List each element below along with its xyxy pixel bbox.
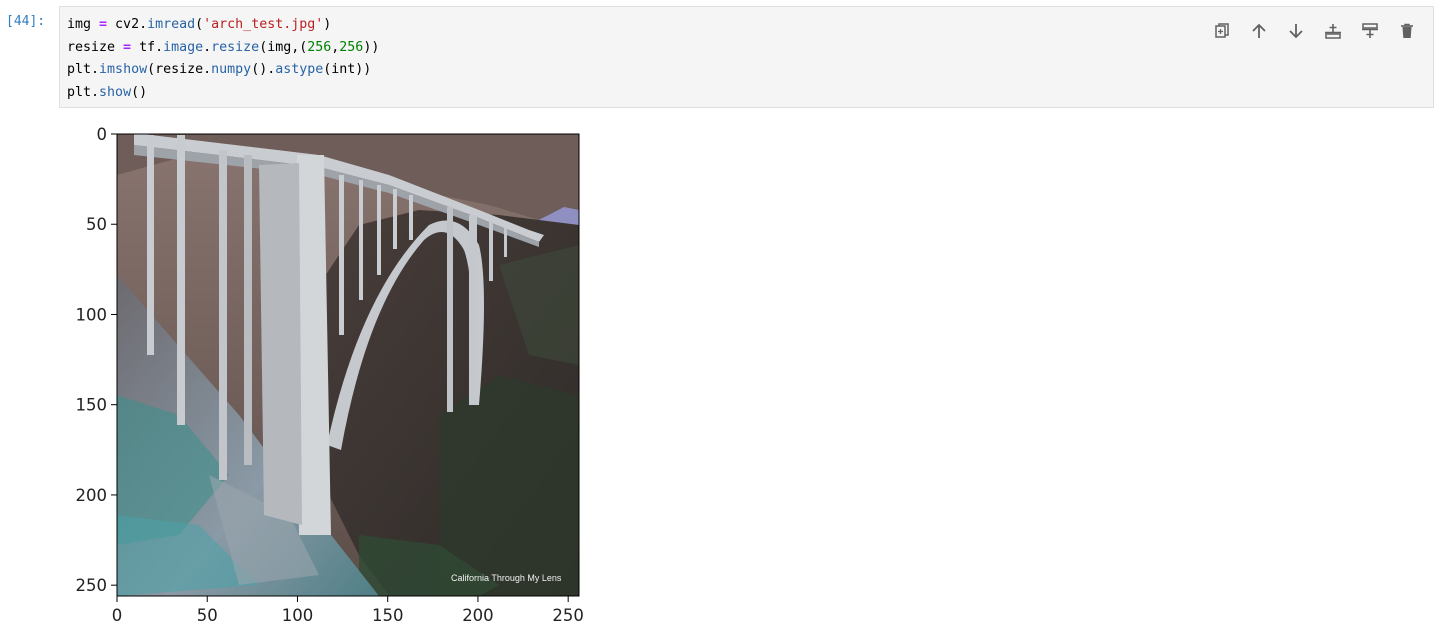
y-tick-label: 100 (76, 305, 108, 324)
move-up-icon (1251, 23, 1266, 38)
move-up-button[interactable] (1240, 18, 1277, 44)
code-token: (img,( (259, 39, 308, 55)
code-token: . (155, 39, 164, 55)
execution-count: [44]: (6, 14, 46, 29)
code-token: image (163, 39, 204, 55)
code-token: astype (275, 62, 324, 78)
code-token: numpy (211, 62, 252, 78)
image-watermark: California Through My Lens (451, 573, 562, 583)
code-line: plt.show() (67, 82, 379, 105)
move-down-button[interactable] (1277, 18, 1314, 44)
y-tick-label: 0 (97, 125, 108, 144)
code-token: () (251, 62, 268, 78)
insert-above-button[interactable] (1314, 18, 1351, 44)
axes-frame (116, 133, 580, 597)
code-content[interactable]: img = cv2.imread('arch_test.jpg') resize … (67, 14, 379, 105)
code-line: plt.imshow(resize.numpy().astype(int)) (67, 59, 379, 82)
code-token: plt (67, 85, 92, 101)
x-tick-label: 200 (462, 606, 494, 625)
y-tick-label: 250 (76, 576, 108, 595)
code-line: img = cv2.imread('arch_test.jpg') (67, 14, 379, 37)
code-token: resize (211, 39, 260, 55)
x-tick-label: 250 (552, 606, 584, 625)
x-tick-label: 50 (197, 606, 218, 625)
code-token: cv2 (107, 17, 140, 32)
y-tick-label: 50 (86, 215, 107, 234)
y-tick-label: 150 (76, 396, 108, 415)
code-token: ) (323, 17, 332, 32)
code-token: 256 (307, 39, 332, 55)
duplicate-cell-icon (1214, 23, 1229, 38)
x-tick-label: 150 (372, 606, 404, 625)
delete-cell-icon (1400, 23, 1413, 38)
code-token: = (123, 39, 132, 55)
code-token: 256 (339, 39, 364, 55)
code-token: () (131, 85, 148, 101)
code-editor[interactable]: img = cv2.imread('arch_test.jpg') resize … (59, 6, 1434, 108)
code-token: (int)) (323, 62, 372, 78)
code-token: (resize (147, 62, 204, 78)
insert-below-icon (1361, 23, 1378, 38)
code-token: . (139, 17, 148, 32)
y-tick-label: 200 (76, 486, 108, 505)
cell-output: California Through My Lens 0 50 100 150 200 2… (59, 115, 619, 642)
code-token: . (91, 62, 100, 78)
code-token: img (67, 17, 100, 32)
x-tick-label: 100 (282, 606, 314, 625)
code-token: show (99, 85, 132, 101)
delete-cell-button[interactable] (1388, 18, 1425, 44)
code-token: . (203, 62, 212, 78)
code-token: . (267, 62, 276, 78)
cell-toolbar (1203, 18, 1425, 44)
code-token: . (91, 85, 100, 101)
insert-above-icon (1324, 24, 1341, 39)
code-token: 'arch_test.jpg' (203, 17, 324, 32)
x-tick-label: 0 (112, 606, 123, 625)
move-down-icon (1288, 24, 1303, 39)
code-token: , (331, 39, 340, 55)
code-line: resize = tf.image.resize(img,(256,256)) (67, 37, 379, 60)
code-token: )) (363, 39, 380, 55)
code-token: = (99, 17, 108, 32)
code-token: plt (67, 62, 92, 78)
duplicate-cell-button[interactable] (1203, 18, 1240, 44)
bridge-photo: California Through My Lens (117, 134, 579, 596)
code-token: imread (147, 17, 196, 32)
code-token: tf (131, 39, 156, 55)
code-token: . (203, 39, 212, 55)
code-token: resize (67, 39, 124, 55)
code-token: ( (195, 17, 204, 32)
matplotlib-figure: California Through My Lens 0 50 100 150 200 2… (76, 125, 584, 625)
code-token: imshow (99, 62, 148, 78)
insert-below-button[interactable] (1351, 18, 1388, 44)
